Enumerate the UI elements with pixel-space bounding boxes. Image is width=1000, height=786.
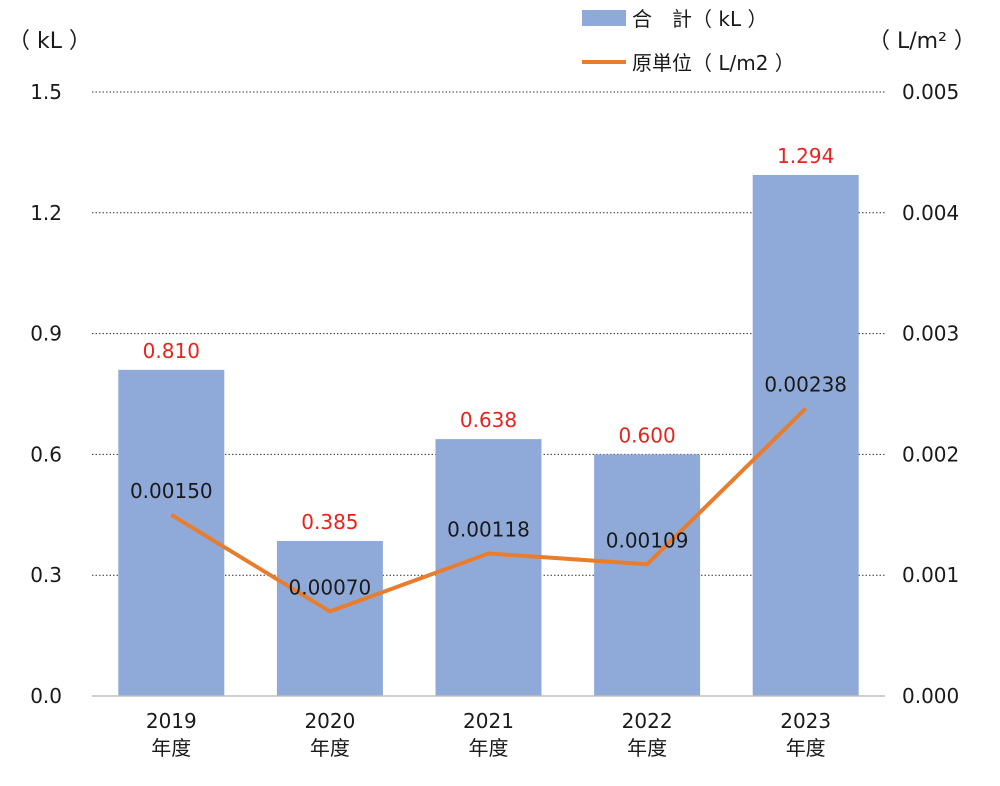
axes: 0.0 0.000 0.3 0.001 0.6 0.002 0.9 0.003 1.2 0.004… [30,80,959,760]
line-series [170,407,808,614]
bar-value-label: 1.294 [777,144,834,168]
category-label-line: 年度 [786,736,826,760]
left-tick-label: 0.6 [30,442,62,466]
bar-value-label: 0.810 [143,339,200,363]
right-tick-label: 0.004 [902,201,959,225]
bar [594,454,701,696]
category-label: 2020 年度 [304,709,355,760]
line-value-label: 0.00118 [447,517,530,541]
category-label: 2021 年度 [463,709,514,760]
legend-line-label: 原単位（ L/m2 ） [632,51,795,75]
category-label-line: 年度 [151,736,191,760]
category-label-line: 2022 [622,709,673,733]
left-tick-label: 1.5 [30,80,62,104]
legend-bar-label: 合 計（ kL ） [632,7,767,31]
category-label: 2023 年度 [780,709,831,760]
right-axis-unit: （ L/m² ） [868,29,976,54]
category-label-line: 年度 [469,736,509,760]
bar-value-label: 0.638 [460,408,517,432]
line-value-label: 0.00150 [130,479,213,503]
category-label: 2019 年度 [146,709,197,760]
right-tick-label: 0.000 [902,684,959,708]
legend: 合 計（ kL ） 原単位（ L/m2 ） [582,7,795,75]
category-label-line: 年度 [310,736,350,760]
right-tick-label: 0.002 [902,442,959,466]
line-value-label: 0.00109 [606,528,689,552]
data-labels: 0.810 0.385 0.638 0.600 1.294 0.00150 0.00070 0… [130,144,847,599]
right-tick-label: 0.001 [902,563,959,587]
legend-bar-swatch [582,10,626,26]
bar-series [118,174,859,696]
bar-value-label: 0.600 [618,423,675,447]
right-tick-label: 0.005 [902,80,959,104]
bar [752,174,859,696]
line-path [170,407,808,614]
category-label-line: 2019 [146,709,197,733]
left-tick-label: 0.3 [30,563,62,587]
category-label-line: 年度 [627,736,667,760]
left-tick-label: 0.0 [30,684,62,708]
left-tick-label: 1.2 [30,201,62,225]
bar-value-label: 0.385 [301,510,358,534]
category-label-line: 2021 [463,709,514,733]
category-label: 2022 年度 [622,709,673,760]
right-tick-label: 0.003 [902,322,959,346]
left-axis-unit: （ kL ） [8,29,91,54]
bar [118,369,225,696]
category-label-line: 2023 [780,709,831,733]
left-tick-label: 0.9 [30,322,62,346]
category-label-line: 2020 [304,709,355,733]
line-value-label: 0.00238 [764,372,847,396]
line-value-label: 0.00070 [289,575,372,599]
bar [276,540,383,696]
